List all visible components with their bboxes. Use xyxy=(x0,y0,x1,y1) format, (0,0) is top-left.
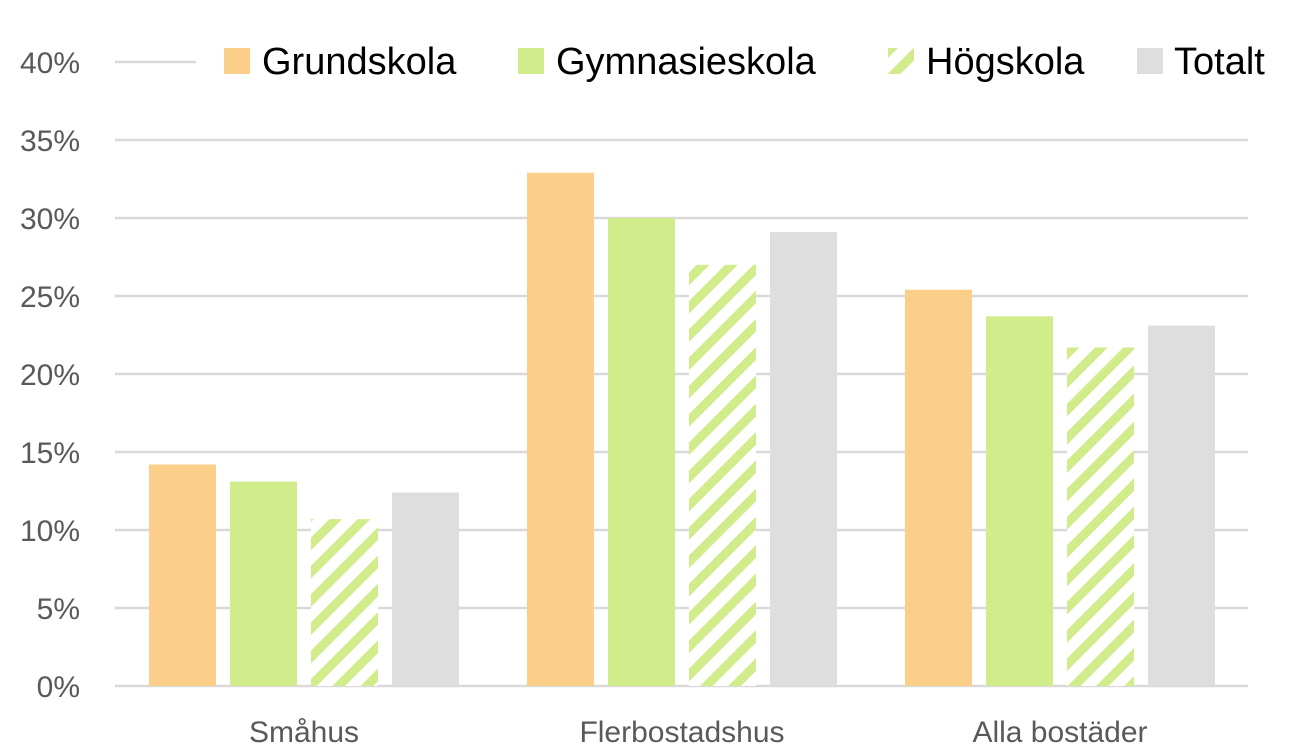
x-tick-label: Alla bostäder xyxy=(972,716,1147,749)
legend-swatch xyxy=(224,48,250,74)
y-axis-ticks: 0% 5% 10% 15% 20% 25% 30% 35% 40% xyxy=(20,47,80,704)
legend-swatch xyxy=(1137,48,1163,74)
bar-gymnasieskola-0 xyxy=(230,481,297,686)
bar-högskola-2 xyxy=(1067,347,1134,686)
legend-swatch xyxy=(888,48,914,74)
bar-högskola-0 xyxy=(311,519,378,686)
legend-item-totalt: Totalt xyxy=(1137,41,1265,83)
bar-totalt-1 xyxy=(770,232,837,687)
legend-label: Grundskola xyxy=(262,41,457,83)
bar-totalt-0 xyxy=(392,492,459,686)
bars xyxy=(149,172,1215,687)
bar-grundskola-1 xyxy=(527,172,594,686)
y-tick-label: 10% xyxy=(20,515,80,548)
legend-item-högskola: Högskola xyxy=(888,41,1085,83)
legend-label: Gymnasieskola xyxy=(556,41,817,83)
bar-grundskola-0 xyxy=(149,464,216,686)
y-tick-label: 35% xyxy=(20,125,80,158)
legend-item-gymnasieskola: Gymnasieskola xyxy=(518,41,817,83)
y-tick-label: 20% xyxy=(20,359,80,392)
bar-högskola-1 xyxy=(689,264,756,686)
y-tick-label: 15% xyxy=(20,437,80,470)
legend-item-grundskola: Grundskola xyxy=(224,41,457,83)
y-tick-label: 40% xyxy=(20,47,80,80)
legend-label: Totalt xyxy=(1174,41,1265,83)
bar-totalt-2 xyxy=(1148,325,1215,686)
gridlines xyxy=(115,60,1248,688)
y-tick-label: 5% xyxy=(37,593,80,626)
legend-label: Högskola xyxy=(926,41,1085,83)
y-tick-label: 30% xyxy=(20,203,80,236)
x-axis-ticks: Småhus Flerbostadshus Alla bostäder xyxy=(249,716,1148,749)
bar-gymnasieskola-1 xyxy=(608,218,675,686)
y-tick-label: 0% xyxy=(37,671,80,704)
y-tick-label: 25% xyxy=(20,281,80,314)
legend: Grundskola Gymnasieskola Högskola Totalt xyxy=(224,41,1265,83)
bar-gymnasieskola-2 xyxy=(986,316,1053,686)
bar-grundskola-2 xyxy=(905,289,972,686)
legend-swatch xyxy=(518,48,544,74)
x-tick-label: Flerbostadshus xyxy=(579,716,784,749)
x-tick-label: Småhus xyxy=(249,716,359,749)
